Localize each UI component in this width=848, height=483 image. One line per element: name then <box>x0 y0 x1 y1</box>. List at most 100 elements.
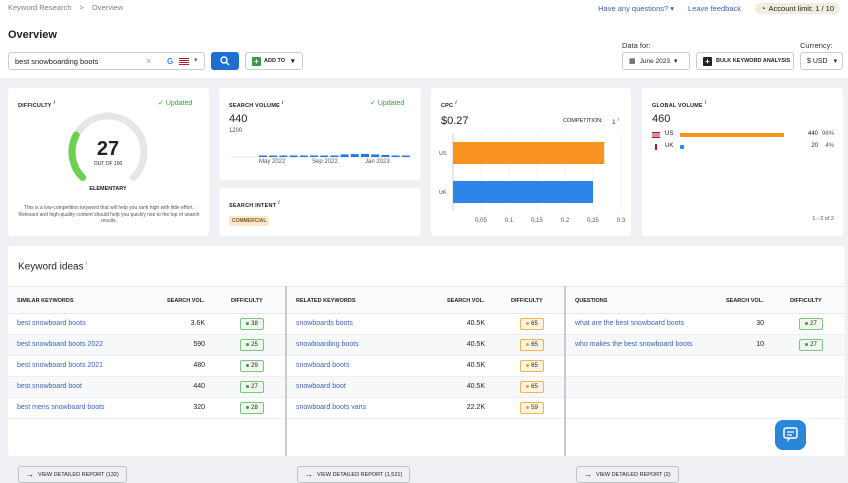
updated-status: ✓ Updated <box>370 100 405 107</box>
difficulty-dot <box>246 321 250 325</box>
search-button[interactable] <box>211 52 239 70</box>
search-volume-cell: 30 <box>756 320 764 327</box>
keyword-link[interactable]: best snowboard boots 2022 <box>17 341 104 348</box>
search-input[interactable]: best snowboarding boots × G ▾ <box>8 52 205 70</box>
volume-bar[interactable] <box>299 155 308 158</box>
plus-icon: + <box>703 56 712 66</box>
country-share-bar <box>680 133 784 137</box>
volume-bar[interactable] <box>350 154 359 157</box>
difficulty-badge: 65 <box>520 318 544 330</box>
view-detailed-report-button[interactable]: → VIEW DETAILED REPORT (1,521) <box>297 466 411 483</box>
keyword-link[interactable]: snowboards boots <box>296 320 353 327</box>
volume-bar[interactable] <box>289 155 298 158</box>
column-header[interactable]: SEARCH VOL. <box>726 298 764 304</box>
search-icon <box>220 56 230 66</box>
column-header[interactable]: DIFFICULTY <box>511 298 543 304</box>
table-row: snowboard boots vans 22.2K 59 <box>287 398 564 419</box>
breadcrumb: Keyword Research > Overview <box>8 3 129 12</box>
breadcrumb-keyword-research[interactable]: Keyword Research <box>8 3 72 12</box>
column-header[interactable]: SEARCH VOL. <box>447 298 485 304</box>
keyword-link[interactable]: best mens snowboard boots <box>17 404 105 411</box>
view-detailed-report-button[interactable]: → VIEW DETAILED REPORT (2) <box>576 466 679 483</box>
difficulty-dot <box>246 384 250 388</box>
volume-bar[interactable] <box>269 155 278 158</box>
chevron-down-icon: ▾ <box>674 58 678 65</box>
keyword-link[interactable]: snowboard boots <box>296 362 350 369</box>
volume-bar[interactable] <box>391 155 400 157</box>
keyword-link[interactable]: best snowboard boot <box>17 383 82 390</box>
info-icon[interactable]: i <box>281 100 284 106</box>
keyword-link[interactable]: best snowboard boots <box>17 320 86 327</box>
search-volume-card: SEARCH VOLUME i ✓ Updated 440 1200 May 20… <box>219 88 421 180</box>
x-tick-label: 0.2 <box>561 218 570 224</box>
volume-bar[interactable] <box>279 155 288 158</box>
column-header[interactable]: RELATED KEYWORDS <box>296 298 356 304</box>
bulk-keyword-analysis-button[interactable]: + BULK KEYWORD ANALYSIS <box>696 52 794 70</box>
table-header: RELATED KEYWORDS SEARCH VOL. DIFFICULTY <box>287 286 564 314</box>
difficulty-dot <box>526 363 530 367</box>
account-limit-badge[interactable]: ◔ Account limit: 1 / 10 <box>755 3 840 14</box>
difficulty-dot <box>805 321 809 325</box>
keyword-link[interactable]: snowboard boots vans <box>296 404 367 411</box>
column-divider <box>285 286 287 456</box>
volume-bar[interactable] <box>320 155 329 158</box>
x-tick-label: Jan 2023 <box>365 159 390 165</box>
info-icon[interactable]: i <box>53 100 56 106</box>
breadcrumb-separator: > <box>79 3 84 12</box>
cpc-title: CPC i <box>441 100 457 109</box>
column-header[interactable]: SEARCH VOL. <box>167 298 205 304</box>
search-input-value: best snowboarding boots <box>15 56 99 66</box>
volume-bar[interactable] <box>310 155 318 158</box>
difficulty-badge: 27 <box>799 318 823 330</box>
column-header[interactable]: DIFFICULTY <box>790 298 822 304</box>
gauge-fill <box>68 131 87 181</box>
volume-bar[interactable] <box>330 155 339 158</box>
column-header[interactable]: QUESTIONS <box>575 298 608 304</box>
country-volume: 440 <box>807 131 818 137</box>
feedback-link[interactable]: Leave feedback <box>688 4 742 13</box>
info-icon[interactable]: i <box>704 100 707 106</box>
table-row: what are the best snowboard boots 30 27 <box>566 314 845 335</box>
volume-bar[interactable] <box>401 155 410 158</box>
table-row: snowboard boot 40.5K 65 <box>287 377 564 398</box>
date-select[interactable]: ▦ June 2023 ▾ <box>622 52 690 70</box>
column-header[interactable]: SIMILAR KEYWORDS <box>17 298 74 304</box>
chevron-down-icon[interactable]: ▾ <box>194 57 198 64</box>
volume-bar[interactable] <box>340 154 349 157</box>
keyword-link[interactable]: what are the best snowboard boots <box>575 320 684 327</box>
currency-value: $ USD <box>807 57 828 65</box>
difficulty-dot <box>526 384 530 388</box>
keyword-link[interactable]: snowboard boot <box>296 383 346 390</box>
keyword-link[interactable]: best snowboard boots 2021 <box>17 362 104 369</box>
country-percent: 4% <box>825 143 834 149</box>
volume-bar[interactable] <box>371 154 380 157</box>
chat-button[interactable] <box>775 420 806 450</box>
search-volume-cell: 40.5K <box>466 320 485 327</box>
empty-row <box>566 377 845 398</box>
clear-icon[interactable]: × <box>146 56 152 66</box>
info-icon[interactable]: i <box>278 200 280 206</box>
volume-bar[interactable] <box>361 153 369 157</box>
cpc-bar-us[interactable] <box>453 142 605 164</box>
view-detailed-report-button[interactable]: → VIEW DETAILED REPORT (132) <box>18 466 127 483</box>
table-row: snowboard boots 40.5K 65 <box>287 356 564 377</box>
currency-select[interactable]: $ USD ▾ <box>800 52 843 70</box>
table-row: who makes the best snowboard boots 10 27 <box>566 335 845 356</box>
info-icon[interactable]: i <box>617 117 619 123</box>
column-header[interactable]: DIFFICULTY <box>231 298 263 304</box>
keyword-link[interactable]: who makes the best snowboard boots <box>575 341 693 348</box>
keyword-link[interactable]: snowboarding boots <box>296 341 359 348</box>
add-to-button[interactable]: + ADD TO ▾ <box>245 52 303 70</box>
cpc-bar-uk[interactable] <box>453 181 593 203</box>
us-flag-icon[interactable] <box>179 58 189 65</box>
questions-link[interactable]: Have any questions? ▾ <box>598 4 674 13</box>
page-title: Overview <box>8 29 57 41</box>
volume-bar[interactable] <box>259 155 267 158</box>
info-icon[interactable]: i <box>85 261 87 267</box>
gauge-icon: ◔ <box>761 4 766 13</box>
info-icon[interactable]: i <box>455 100 457 106</box>
volume-bar[interactable] <box>381 154 390 157</box>
table-header: QUESTIONS SEARCH VOL. DIFFICULTY <box>566 286 845 314</box>
difficulty-title: DIFFICULTY i <box>18 100 56 109</box>
competition-label: COMPETITION: <box>563 118 603 124</box>
